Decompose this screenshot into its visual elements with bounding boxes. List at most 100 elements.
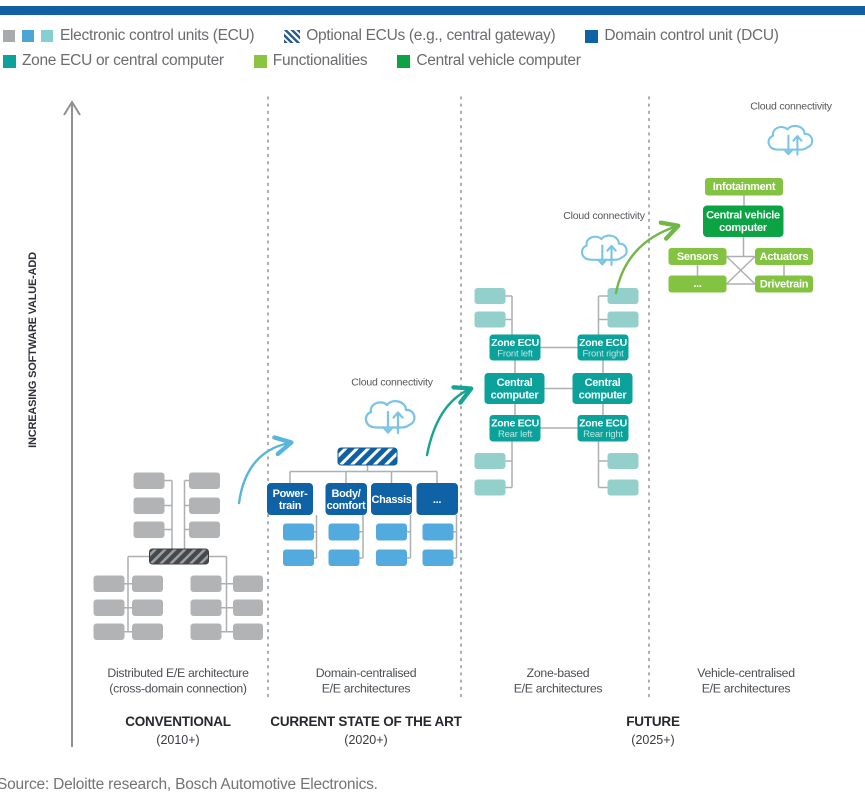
ecu-box: [132, 623, 163, 640]
era-conventional: CONVENTIONAL: [125, 714, 231, 729]
source-note: Source: Deloitte research, Bosch Automot…: [0, 776, 378, 793]
other-functionalities-label: ...: [693, 278, 702, 290]
zone-ecu-rl-sub: Rear left: [498, 429, 533, 440]
zone-ecu-rr-title: Zone ECU: [579, 418, 627, 430]
era-future-year: (2025+): [631, 733, 674, 747]
ecu-box: [283, 523, 314, 541]
legend-optional-label: Optional ECUs (e.g., central gateway): [306, 27, 556, 44]
optional-ecu-swatch: [284, 29, 301, 43]
stage4-name-l1: Vehicle-centralised: [697, 666, 795, 680]
legend: Electronic control units (ECU) Optional …: [3, 27, 779, 70]
legend-item-dcu: Domain control unit (DCU): [585, 27, 779, 45]
other-functionalities-box: [668, 275, 727, 293]
dcu-powertrain-label: Power-: [273, 488, 309, 500]
ecu-box: [190, 599, 222, 616]
drivetrain-label: Drivetrain: [760, 279, 809, 291]
optional-ecu-gateway-box: [337, 447, 398, 466]
zone-ecu-rear-right-box: [577, 415, 629, 442]
legend-item-zone: Zone ECU or central computer: [3, 52, 224, 70]
cvc-label-l1: Central vehicle: [706, 210, 780, 222]
ecu-box: [133, 521, 165, 538]
legend-row-2: Zone ECU or central computer Functionali…: [3, 52, 779, 70]
zone-ecu-fr-title: Zone ECU: [579, 337, 627, 349]
cloud-icon: [580, 234, 628, 266]
ecu-box: [233, 623, 263, 640]
ecu-cyan-swatch: [41, 30, 53, 42]
optional-ecu-gateway-box: [149, 548, 209, 565]
zone-ecu-fr-sub: Front right: [582, 349, 624, 360]
zone-ecu-fl-title: Zone ECU: [491, 337, 539, 349]
dcu-other-label: ...: [433, 494, 442, 506]
value-axis: INCREASING SOFTWARE VALUE-ADD: [27, 100, 81, 747]
zone-ecu-front-left-box: [489, 334, 541, 361]
stage4-name-l2: E/E architectures: [702, 682, 791, 696]
dcu-powertrain-box: [267, 483, 313, 515]
era-conventional-year: (2010+): [156, 733, 199, 747]
central-computer-right-l1: Central: [585, 377, 621, 389]
ecu-box: [328, 523, 360, 541]
legend-zone-label: Zone ECU or central computer: [22, 52, 224, 69]
top-accent-bar: [0, 6, 865, 15]
legend-functionalities-label: Functionalities: [272, 52, 368, 69]
dcu-chassis-label: Chassis: [371, 494, 411, 506]
ecu-box: [474, 288, 506, 304]
zone-ecu-rr-sub: Rear right: [583, 429, 623, 440]
cloud-connectivity-label: Cloud connectivity: [750, 101, 833, 113]
stage1-name-l1: Distributed E/E architecture: [107, 666, 249, 680]
ecu-box: [189, 472, 220, 489]
actuators-label: Actuators: [760, 251, 809, 263]
central-computer-left-l1: Central: [497, 377, 533, 389]
transition-arrow-3: [614, 220, 681, 295]
legend-row-1: Electronic control units (ECU) Optional …: [3, 27, 779, 45]
legend-item-cvc: Central vehicle computer: [397, 52, 581, 70]
era-current-year: (2020+): [344, 733, 387, 747]
legend-item-optional-ecu: Optional ECUs (e.g., central gateway): [284, 27, 556, 45]
ecu-box: [189, 521, 220, 538]
ecu-box: [133, 497, 165, 514]
cvc-swatch: [397, 54, 411, 68]
ecu-box: [328, 549, 360, 566]
stage3-name-l2: E/E architectures: [514, 682, 603, 696]
axis-arrowhead-icon: [63, 100, 81, 116]
cloud-connectivity-label: Cloud connectivity: [563, 210, 646, 222]
stage1-distributed: [93, 472, 263, 640]
legend-ecu-label: Electronic control units (ECU): [60, 27, 255, 44]
legend-item-functionalities: Functionalities: [253, 52, 368, 70]
cvc-label-l2: computer: [719, 222, 768, 234]
ecu-box: [233, 599, 263, 616]
central-computer-right-l2: computer: [579, 390, 628, 402]
zone-ecu-fl-sub: Front left: [497, 349, 533, 360]
ecu-box: [132, 599, 163, 616]
stage2-name-l2: E/E architectures: [322, 682, 411, 696]
stage1-name-l2: (cross-domain connection): [109, 682, 247, 696]
ecu-box: [93, 575, 125, 592]
central-computer-right-box: [572, 373, 633, 404]
zone-ecu-rear-left-box: [489, 415, 541, 442]
central-computer-left-l2: computer: [491, 390, 540, 402]
legend-item-ecu: Electronic control units (ECU): [3, 27, 255, 45]
ecu-box: [607, 453, 639, 469]
ecu-box: [133, 472, 165, 489]
ecu-box: [190, 575, 222, 592]
infotainment-box: [705, 178, 783, 196]
dcu-body-comfort-box: [325, 483, 367, 515]
stage3-name-l1: Zone-based: [527, 666, 590, 680]
ecu-box: [474, 479, 506, 496]
ecu-box: [474, 453, 506, 469]
drivetrain-box: [755, 275, 813, 293]
ecu-gray-swatch: [3, 30, 15, 42]
zone-swatch: [3, 54, 16, 68]
ecu-box: [233, 575, 263, 592]
ecu-box: [132, 575, 163, 592]
zone-ecu-rl-title: Zone ECU: [491, 418, 539, 430]
dcu-comfort-label: comfort: [327, 500, 366, 512]
era-current: CURRENT STATE OF THE ART: [270, 714, 462, 729]
dcu-body-label: Body/: [331, 488, 360, 500]
transition-arrow-1: [237, 435, 294, 505]
dcu-chassis-box: [371, 483, 412, 515]
ecu-box: [474, 311, 506, 328]
ecu-box: [189, 497, 220, 514]
ecu-box: [422, 549, 454, 566]
legend-cvc-label: Central vehicle computer: [416, 52, 581, 69]
